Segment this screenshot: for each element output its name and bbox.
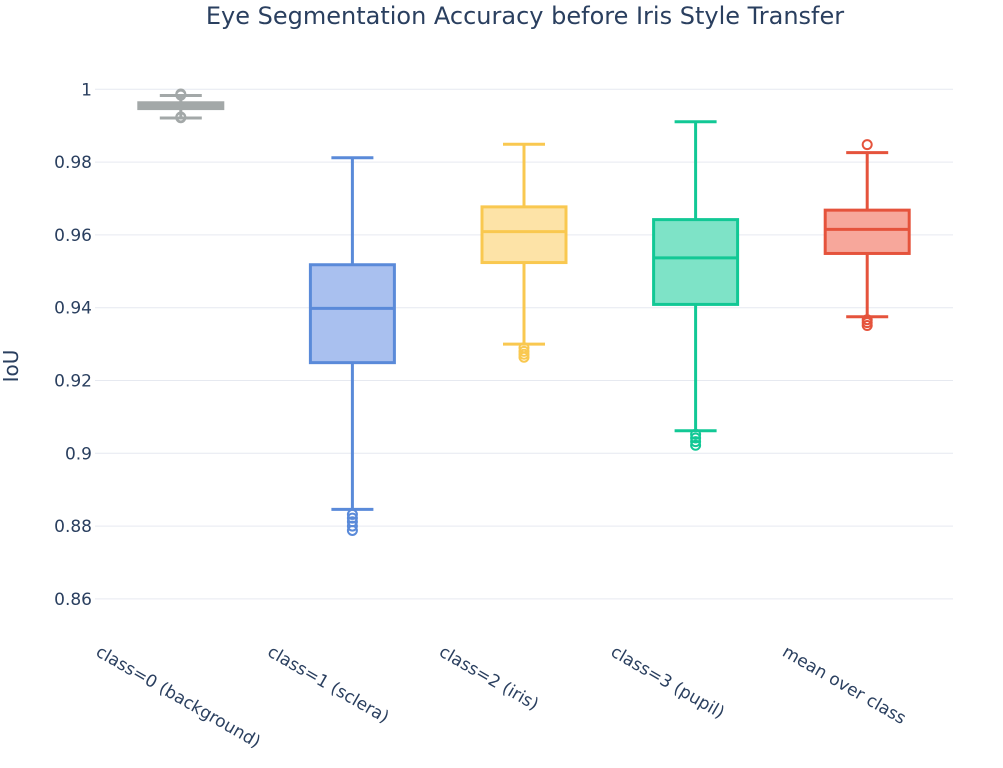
chart-title: Eye Segmentation Accuracy before Iris St… (206, 2, 844, 30)
box-trace (137, 88, 225, 124)
x-tick-label: mean over class (779, 642, 910, 729)
outlier-point (175, 88, 187, 100)
x-axis-ticks: class=0 (background) class=1 (sclera) clas… (92, 642, 909, 753)
y-tick-label: 0.94 (54, 299, 92, 319)
box-trace (652, 120, 740, 451)
outlier-point (690, 428, 702, 440)
box-trace (480, 142, 568, 363)
box-trace (823, 139, 911, 332)
outlier-point (175, 111, 187, 123)
outlier-point (861, 139, 873, 151)
y-tick-label: 0.98 (54, 153, 92, 173)
outlier-point (518, 351, 530, 363)
box-iqr (823, 208, 911, 255)
x-tick-label: class=2 (iris) (436, 642, 542, 715)
outlier-point (346, 508, 358, 520)
y-tick-label: 0.92 (54, 371, 92, 391)
box-iqr (480, 205, 568, 265)
outlier-point (690, 432, 702, 444)
box-trace (308, 156, 396, 536)
y-tick-label: 0.96 (54, 226, 92, 246)
y-axis-ticks: 0.86 0.88 0.9 0.92 0.94 0.96 0.98 1 (54, 80, 92, 610)
x-tick-label: class=3 (pupil) (607, 642, 728, 723)
outlier-point (346, 524, 358, 536)
box-iqr (308, 263, 396, 365)
y-tick-label: 0.88 (54, 517, 92, 537)
outlier-point (861, 320, 873, 332)
y-tick-label: 0.86 (54, 590, 92, 610)
outlier-point (346, 520, 358, 532)
box-series (137, 88, 911, 536)
box-iqr (652, 218, 740, 306)
y-tick-label: 0.9 (65, 444, 92, 464)
outlier-point (690, 439, 702, 451)
y-tick-label: 1 (81, 80, 92, 100)
x-tick-label: class=0 (background) (92, 642, 264, 753)
x-tick-label: class=1 (sclera) (264, 642, 392, 728)
y-axis-title: IoU (0, 350, 23, 383)
outlier-point (690, 436, 702, 448)
